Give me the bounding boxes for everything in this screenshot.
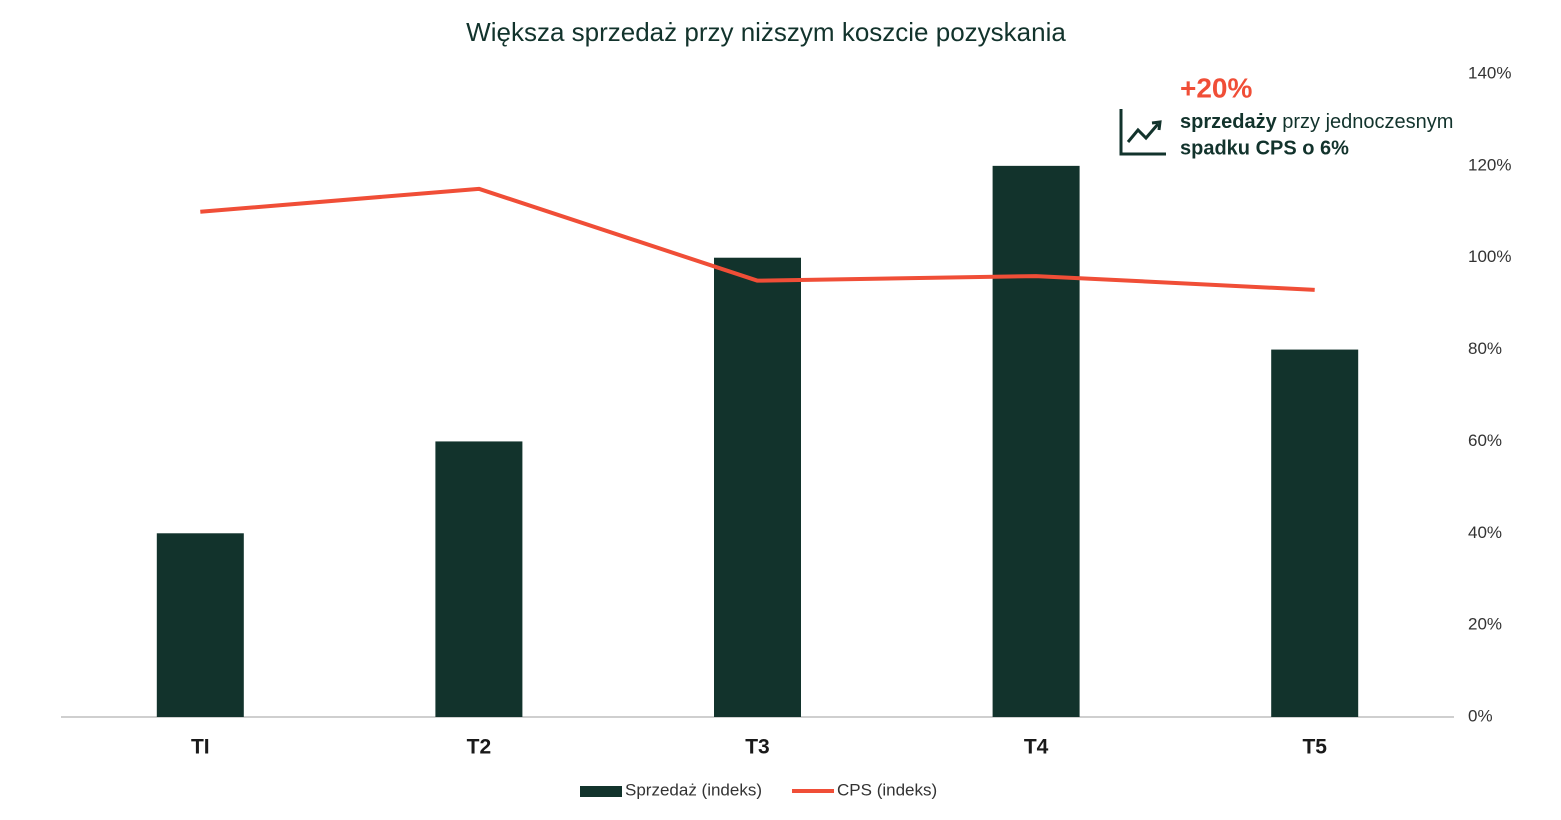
annotation-line: sprzedaży przy jednoczesnym (1180, 111, 1453, 133)
annotation-icon (1119, 109, 1166, 156)
y-tick-label: 60% (1468, 431, 1502, 450)
x-tick-label: T3 (745, 736, 770, 759)
x-tick-label: T4 (1024, 736, 1049, 759)
legend-swatch (580, 786, 622, 797)
annotation-headline: +20% (1180, 72, 1252, 103)
annotation-text: przy jednoczesnym (1277, 111, 1454, 133)
bar (156, 533, 244, 717)
chart-title: Większa sprzedaż przy niższym koszcie po… (466, 17, 1066, 47)
x-tick-label: T2 (467, 736, 492, 759)
y-tick-label: 0% (1468, 706, 1493, 725)
annotation-bold: spadku CPS o 6% (1180, 137, 1349, 159)
bar (714, 257, 801, 717)
bar (435, 441, 523, 717)
x-tick-label: T5 (1302, 736, 1327, 759)
legend-label: CPS (indeks) (837, 780, 937, 799)
y-tick-label: 100% (1468, 247, 1511, 266)
x-tick-label: TI (191, 736, 210, 759)
bar (1271, 349, 1359, 717)
legend-label: Sprzedaż (indeks) (625, 780, 762, 799)
y-tick-label: 20% (1468, 615, 1502, 634)
y-tick-label: 40% (1468, 523, 1502, 542)
annotation-bold: sprzedaży (1180, 111, 1278, 133)
y-tick-label: 120% (1468, 155, 1511, 174)
y-tick-label: 140% (1468, 63, 1511, 82)
y-tick-label: 80% (1468, 339, 1502, 358)
bar (992, 165, 1080, 717)
line (200, 186, 1315, 292)
